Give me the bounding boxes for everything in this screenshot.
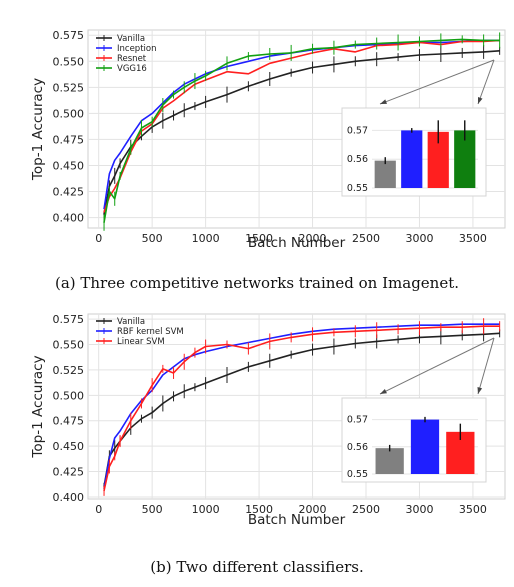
y-tick-label: 0.475 — [53, 133, 85, 146]
series-vgg16 — [103, 32, 501, 231]
y-tick-label: 0.525 — [53, 364, 85, 377]
legend-entry: Vanilla — [96, 34, 145, 44]
y-tick-label: 0.525 — [53, 81, 85, 94]
inset-bar — [454, 130, 476, 188]
y-axis-label: Top-1 Accuracy — [30, 78, 46, 181]
chart-panel-a: 0.400 0.425 0.450 0.475 0.500 0.525 0.550 0.575… — [0, 0, 514, 270]
x-tick-label: 3000 — [405, 503, 433, 516]
legend-label: Resnet — [117, 54, 147, 64]
x-tick-label: 3500 — [459, 232, 487, 245]
y-tick-label: 0.575 — [53, 29, 85, 42]
legend-entry: Linear SVM — [96, 337, 165, 347]
y-tick-label: 0.450 — [53, 159, 85, 172]
y-tick-label: 0.500 — [53, 107, 85, 120]
x-tick-label: 3000 — [405, 232, 433, 245]
legend-label: RBF kernel SVM — [117, 327, 184, 337]
legend-entry: VGG16 — [96, 64, 147, 74]
arrow-head — [380, 99, 387, 104]
series-line — [103, 325, 500, 492]
x-tick-label: 1000 — [192, 232, 220, 245]
inset-tick-label: 0.56 — [347, 442, 368, 453]
inset-tick-label: 0.56 — [347, 154, 368, 165]
inset-bar — [427, 131, 449, 188]
inset-tick-label: 0.57 — [347, 415, 368, 426]
zoom-arrow — [379, 59, 495, 105]
x-tick-label: 2500 — [352, 503, 380, 516]
series-rbf-kernel-svm — [103, 323, 500, 489]
line-chart-b: 0.4000.4250.4500.4750.5000.5250.5500.575… — [30, 313, 506, 528]
inset-bar — [375, 448, 404, 474]
x-tick-label: 1500 — [245, 232, 273, 245]
y-tick-label: 0.550 — [53, 55, 85, 68]
series-resnet — [103, 39, 500, 213]
zoom-arrow — [477, 337, 495, 395]
series-vanilla — [103, 327, 501, 491]
y-tick-label: 0.575 — [53, 313, 85, 326]
x-tick-label: 2000 — [299, 232, 327, 245]
y-tick-label: 0.500 — [53, 389, 85, 402]
x-tick-label: 500 — [142, 503, 163, 516]
x-tick-label: 500 — [142, 232, 163, 245]
inset-bar — [410, 419, 440, 474]
zoom-arrow — [379, 337, 495, 395]
series-line — [103, 39, 500, 213]
x-tick-label: 1000 — [192, 503, 220, 516]
x-tick-label: 2500 — [352, 232, 380, 245]
series-linear-svm — [103, 318, 501, 496]
y-tick-label: 0.450 — [53, 440, 85, 453]
legend-entry: Inception — [96, 44, 156, 54]
legend-label: Vanilla — [117, 34, 145, 44]
caption-b: (b) Two different classifiers. — [150, 558, 364, 576]
y-tick-label: 0.550 — [53, 338, 85, 351]
inset-tick-label: 0.55 — [347, 183, 368, 194]
arrow-head — [477, 97, 483, 104]
series-line — [103, 38, 500, 223]
legend-entry: Resnet — [96, 54, 147, 64]
x-tick-label: 0 — [95, 232, 102, 245]
legend-entry: Vanilla — [96, 317, 145, 327]
arrow-head — [477, 387, 483, 394]
y-tick-label: 0.400 — [53, 491, 85, 504]
x-tick-label: 2000 — [299, 503, 327, 516]
y-tick-label: 0.425 — [53, 186, 85, 199]
chart-panel-b: 0.400 0.425 0.450 0.475 0.500 0.525 0.550 0.575… — [0, 296, 514, 546]
zoom-arrow — [477, 59, 495, 105]
arrow-head — [380, 388, 387, 394]
inset-tick-label: 0.55 — [347, 469, 368, 480]
y-tick-label: 0.475 — [53, 415, 85, 428]
x-tick-label: 3500 — [459, 503, 487, 516]
line-chart-a: 0.4000.4250.4500.4750.5000.5250.5500.575… — [30, 29, 506, 251]
inset-bar — [401, 130, 423, 188]
y-tick-label: 0.425 — [53, 466, 85, 479]
x-tick-label: 1500 — [245, 503, 273, 516]
legend-label: Linear SVM — [117, 337, 165, 347]
legend-label: Inception — [117, 44, 156, 54]
legend-entry: RBF kernel SVM — [96, 327, 184, 337]
x-tick-label: 0 — [95, 503, 102, 516]
x-axis-label: Batch Number — [248, 235, 346, 251]
caption-a: (a) Three competitive networks trained o… — [54, 274, 460, 292]
series-line — [103, 332, 500, 487]
inset-tick-label: 0.57 — [347, 125, 368, 136]
y-axis-label: Top-1 Accuracy — [30, 355, 46, 458]
legend-label: Vanilla — [117, 317, 145, 327]
series-line — [103, 323, 500, 489]
x-axis-label: Batch Number — [248, 512, 346, 528]
inset-bar — [374, 160, 396, 188]
y-tick-label: 0.400 — [53, 212, 85, 225]
legend-label: VGG16 — [117, 64, 147, 74]
